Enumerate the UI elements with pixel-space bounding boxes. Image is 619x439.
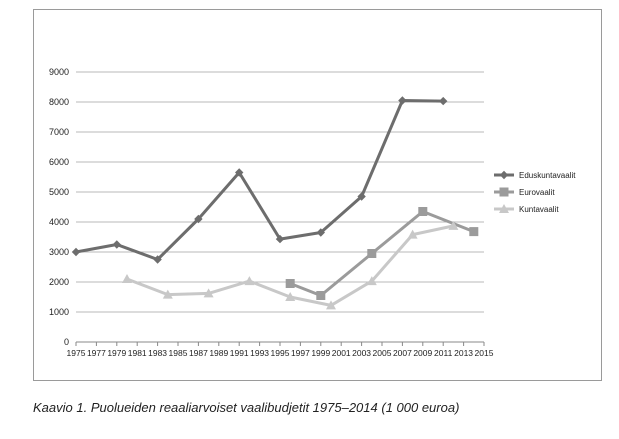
- x-tick-label: 2013: [454, 348, 473, 358]
- series-line: [75, 99, 444, 261]
- data-point: [357, 192, 366, 201]
- data-point: [367, 249, 377, 258]
- x-tick-label: 1997: [291, 348, 310, 358]
- legend-item: Eurovaalit: [494, 187, 555, 197]
- data-point: [194, 214, 203, 224]
- data-point: [316, 228, 325, 237]
- data-point: [398, 96, 407, 105]
- data-point: [162, 289, 173, 299]
- data-point: [235, 168, 244, 177]
- y-tick-label: 1000: [49, 307, 69, 317]
- y-tick-label: 0: [64, 337, 69, 347]
- data-point: [112, 240, 121, 249]
- x-tick-label: 1999: [311, 348, 330, 358]
- data-point: [316, 291, 326, 300]
- y-tick-label: 8000: [49, 97, 69, 107]
- legend-marker: [499, 187, 509, 197]
- x-tick-label: 1985: [169, 348, 188, 358]
- data-point: [203, 288, 214, 298]
- data-point: [244, 276, 255, 286]
- x-tick-label: 1981: [128, 348, 147, 358]
- series-eurovaalit: [285, 207, 479, 300]
- chart-caption: Kaavio 1. Puolueiden reaaliarvoiset vaal…: [33, 400, 460, 415]
- x-tick-label: 1977: [87, 348, 106, 358]
- x-tick-label: 1987: [189, 348, 208, 358]
- data-point: [407, 229, 418, 239]
- data-point: [285, 292, 296, 301]
- series-kuntavaalit: [122, 220, 459, 310]
- legend-marker: [499, 204, 509, 213]
- data-point: [326, 300, 336, 310]
- x-tick-label: 1995: [271, 348, 290, 358]
- data-point: [439, 96, 448, 106]
- legend-label: Eduskuntavaalit: [519, 171, 576, 180]
- x-tick-label: 2001: [332, 348, 351, 358]
- data-point: [418, 207, 428, 216]
- line-chart: 0 1000 2000 3000 4000 5000 6000 7000 8000 9000 197…: [49, 67, 576, 358]
- x-tick-label: 1991: [230, 348, 249, 358]
- series-lines: [71, 96, 479, 310]
- data-point: [448, 220, 459, 230]
- x-tick-label: 1989: [209, 348, 228, 358]
- legend-item: Eduskuntavaalit: [494, 170, 576, 180]
- x-tick-label: 2015: [475, 348, 494, 358]
- series-eduskuntavaalit: [71, 96, 448, 264]
- legend-marker: [499, 170, 509, 180]
- y-tick-label: 3000: [49, 247, 69, 257]
- x-tick-label: 2009: [413, 348, 432, 358]
- data-point: [71, 247, 81, 257]
- y-tick-label: 6000: [49, 157, 69, 167]
- series-line: [289, 210, 475, 297]
- x-tick-label: 2007: [393, 348, 412, 358]
- legend: Eduskuntavaalit Eurovaalit Kuntavaalit: [494, 170, 576, 214]
- data-point: [275, 234, 285, 244]
- legend-label: Eurovaalit: [519, 188, 555, 197]
- y-tick-label: 4000: [49, 217, 69, 227]
- legend-label: Kuntavaalit: [519, 205, 559, 214]
- axes: 0 1000 2000 3000 4000 5000 6000 7000 8000 9000 197…: [49, 67, 494, 358]
- legend-item: Kuntavaalit: [494, 204, 559, 214]
- x-tick-label: 2005: [373, 348, 392, 358]
- data-point: [366, 276, 377, 286]
- y-tick-label: 2000: [49, 277, 69, 287]
- data-point: [285, 279, 295, 288]
- data-point: [469, 227, 479, 237]
- x-tick-label: 1975: [67, 348, 86, 358]
- x-tick-label: 1993: [250, 348, 269, 358]
- grid-lines: [76, 71, 484, 343]
- y-tick-label: 9000: [49, 67, 69, 77]
- data-point: [122, 274, 132, 283]
- chart-frame: 0 1000 2000 3000 4000 5000 6000 7000 8000 9000 197…: [33, 9, 602, 381]
- x-tick-label: 2011: [434, 348, 453, 358]
- y-tick-label: 5000: [49, 187, 69, 197]
- x-tick-label: 2003: [352, 348, 371, 358]
- x-tick-label: 1979: [107, 348, 126, 358]
- x-tick-label: 1983: [148, 348, 167, 358]
- y-tick-label: 7000: [49, 127, 69, 137]
